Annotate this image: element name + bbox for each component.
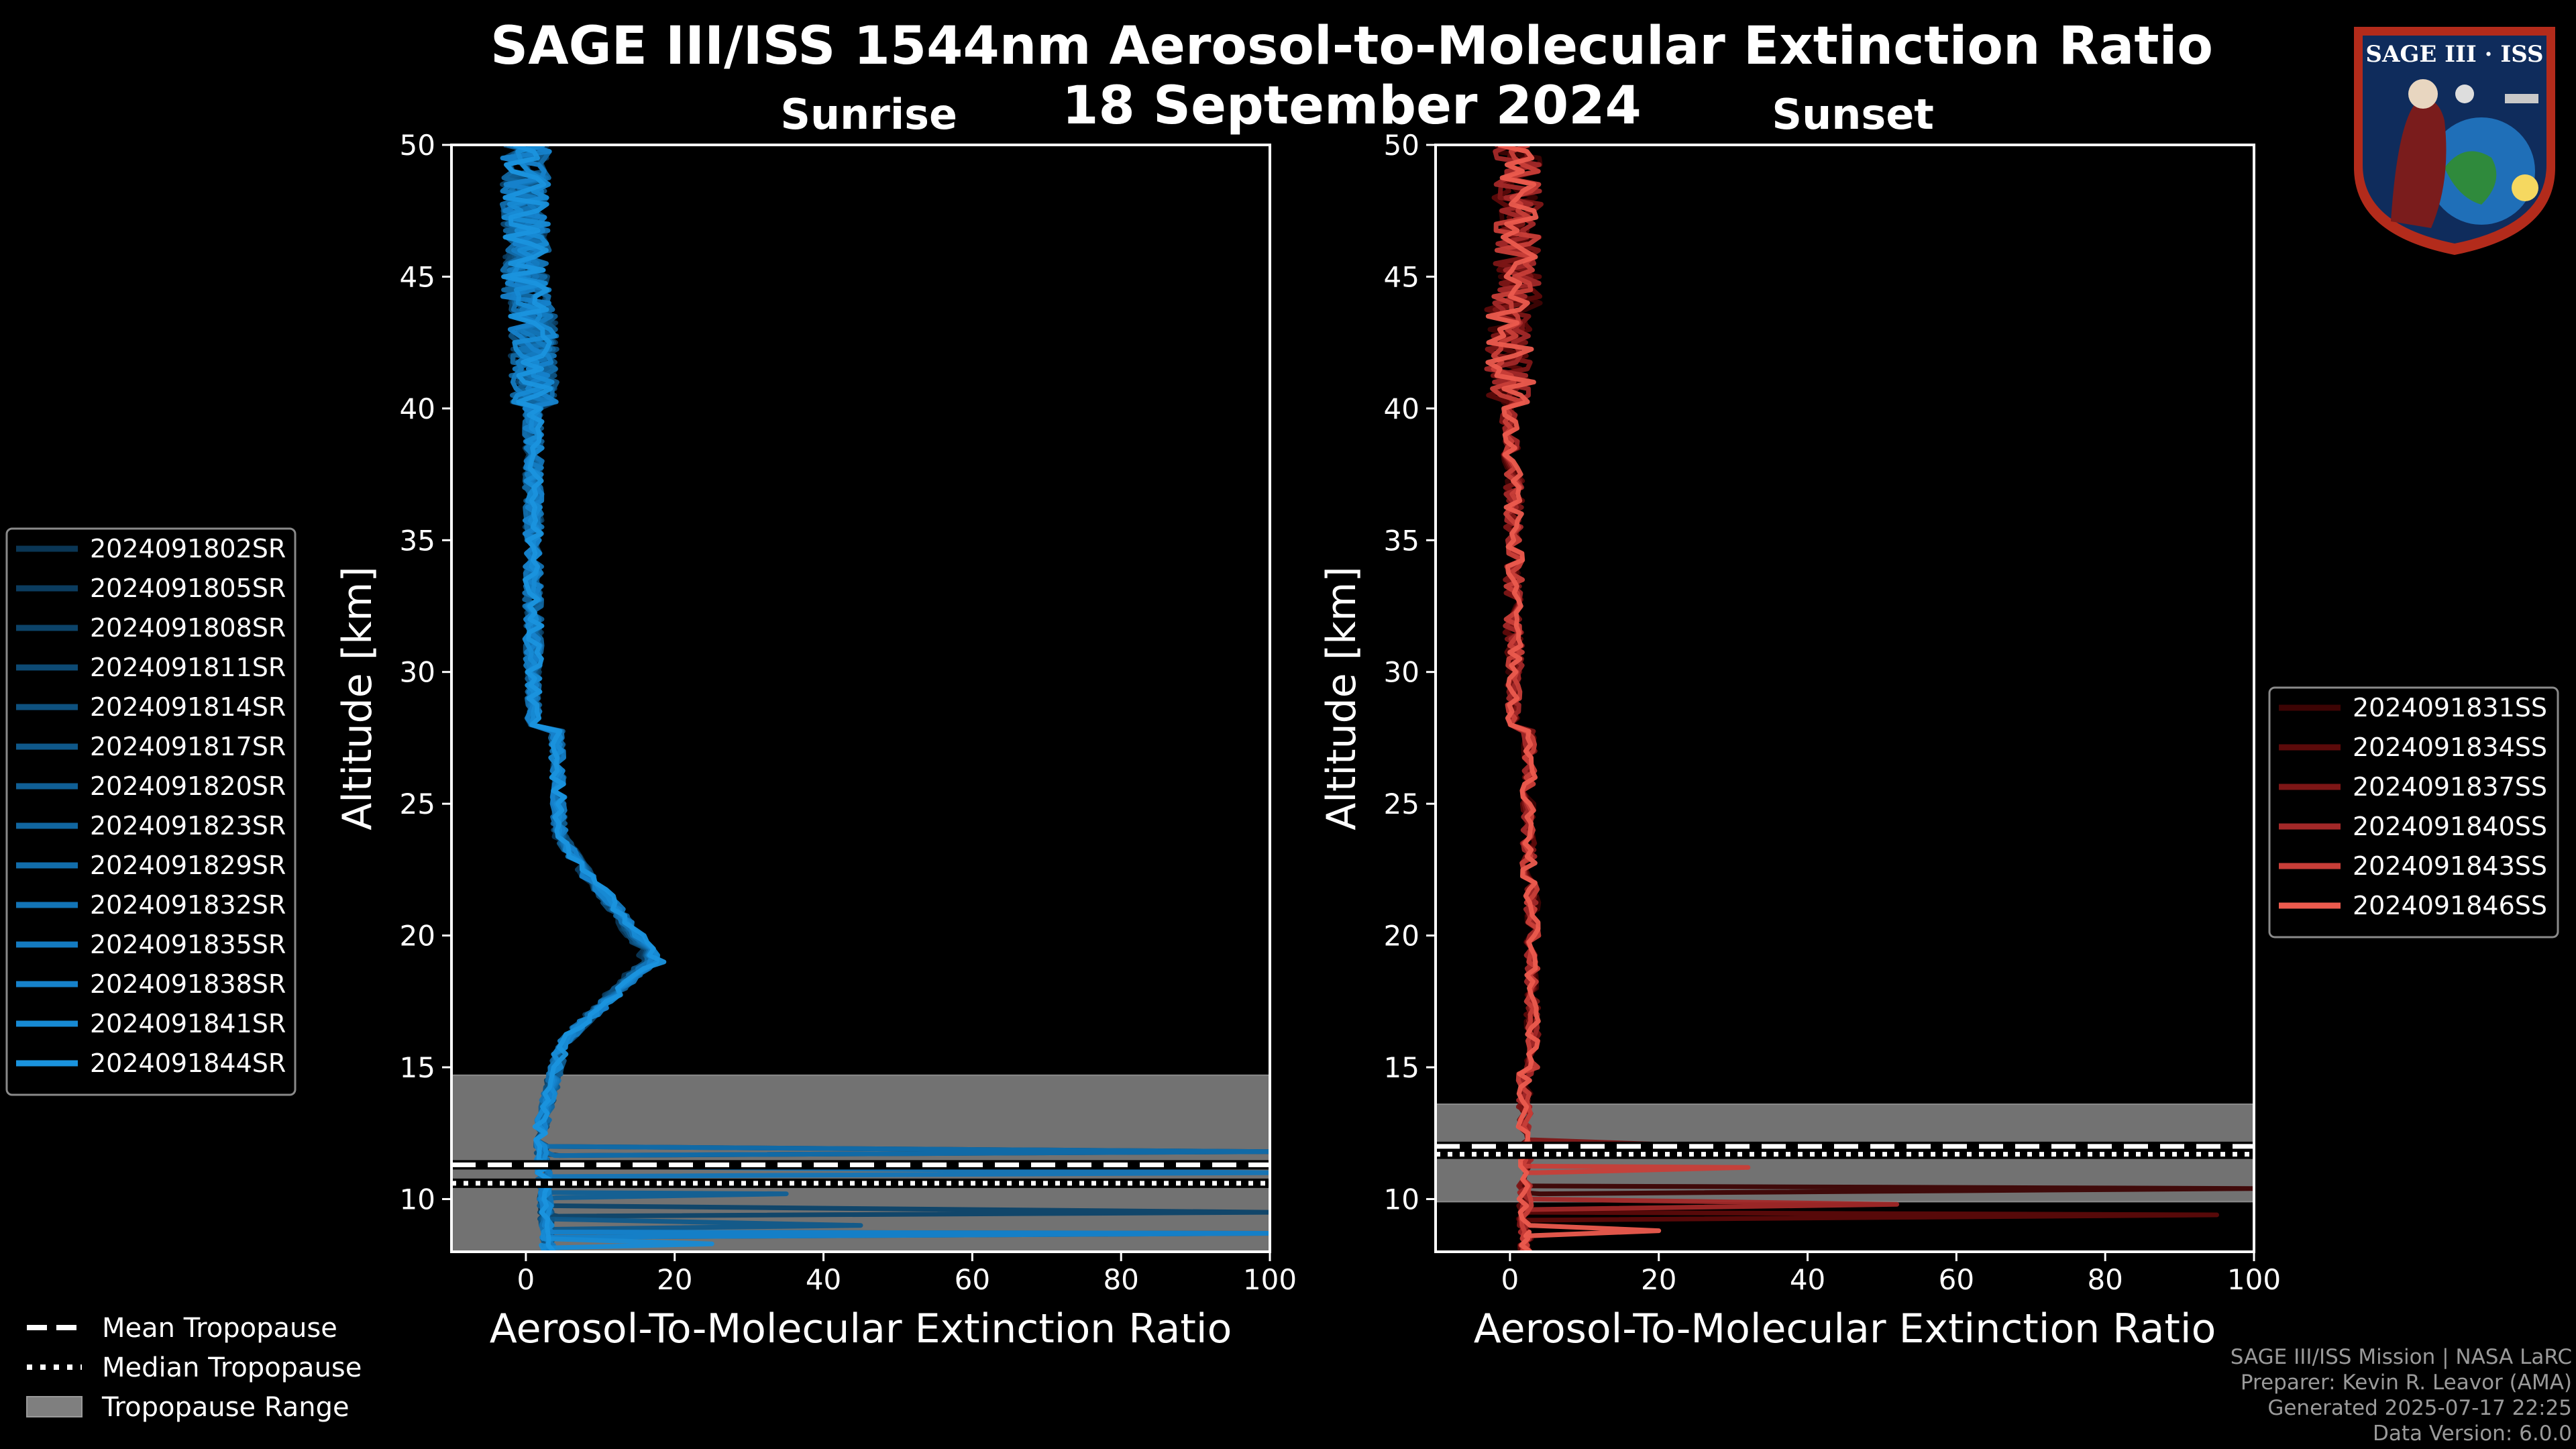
- y-tick-label: 10: [1384, 1183, 1419, 1216]
- legend-entry: 2024091814SR: [90, 692, 286, 722]
- plot-frame: [1434, 144, 2255, 1253]
- legend-entry: 2024091832SR: [90, 890, 286, 920]
- y-tick-label: 35: [1384, 524, 1419, 557]
- wizard-robe-icon: [2391, 99, 2447, 228]
- moon-icon: [2455, 85, 2474, 103]
- y-tick-label: 30: [1384, 656, 1419, 689]
- footer-generated: Generated 2025-07-17 22:25: [2267, 1396, 2572, 1420]
- panel-title: Sunrise: [780, 90, 957, 139]
- legend-entry: 2024091837SS: [2353, 772, 2547, 802]
- y-tick-label: 40: [400, 392, 435, 425]
- legend-frame: [2268, 686, 2559, 938]
- legend-entry: 2024091841SR: [90, 1009, 286, 1038]
- y-tick-label: 30: [400, 656, 435, 689]
- x-axis-label: Aerosol-To-Molecular Extinction Ratio: [1474, 1305, 2216, 1352]
- legend-entry: 2024091823SR: [90, 811, 286, 841]
- tropopause-legend-label: Tropopause Range: [101, 1392, 350, 1423]
- wizard-head-icon: [2408, 79, 2438, 109]
- x-tick-label: 0: [1501, 1263, 1519, 1296]
- footer-version: Data Version: 6.0.0: [2372, 1421, 2572, 1446]
- x-tick-label: 100: [1243, 1263, 1297, 1296]
- footer: SAGE III/ISS Mission | NASA LaRC Prepare…: [2231, 1344, 2572, 1446]
- legend-entry: 2024091844SR: [90, 1049, 286, 1078]
- legend-entry: 2024091840SS: [2353, 812, 2547, 841]
- sage-mission-logo: SAGE III · ISS: [2354, 27, 2555, 255]
- y-tick-label: 50: [1384, 129, 1419, 162]
- plot-frame: [450, 144, 1271, 1253]
- y-axis-label: Altitude [km]: [1318, 566, 1365, 830]
- y-tick-label: 25: [400, 788, 435, 820]
- y-tick-label: 25: [1384, 788, 1419, 820]
- x-tick-label: 60: [955, 1263, 990, 1296]
- logo-text: SAGE III · ISS: [2365, 41, 2543, 68]
- series-legend: 2024091802SR 2024091805SR 2024091808SR 2024…: [5, 527, 297, 1096]
- y-tick-label: 40: [1384, 392, 1419, 425]
- x-tick-label: 0: [517, 1263, 535, 1296]
- legend-entry: 2024091802SR: [90, 534, 286, 564]
- x-axis-label: Aerosol-To-Molecular Extinction Ratio: [490, 1305, 1232, 1352]
- plot-background: [1436, 145, 2254, 1252]
- legend-entry: 2024091829SR: [90, 851, 286, 880]
- y-tick-label: 15: [400, 1051, 435, 1084]
- footer-preparer: Preparer: Kevin R. Leavor (AMA): [2240, 1371, 2572, 1395]
- legend-entry: 2024091835SR: [90, 930, 286, 959]
- y-tick-label: 20: [400, 920, 435, 953]
- y-tick-label: 45: [1384, 260, 1419, 293]
- panel-title: Sunset: [1772, 90, 1934, 139]
- figure-date: 18 September 2024: [1062, 76, 1642, 136]
- space-station-icon: [2505, 94, 2538, 103]
- y-tick-label: 35: [400, 524, 435, 557]
- legend-entry: 2024091834SS: [2353, 733, 2547, 762]
- profile-lines: [500, 145, 1270, 1252]
- y-tick-label: 45: [400, 260, 435, 293]
- series-line-2024091846SS: [1485, 145, 1662, 1252]
- tropopause-legend: Mean Tropopause Median Tropopause Tropopau…: [26, 1313, 362, 1423]
- legend-entry: 2024091838SR: [90, 969, 286, 999]
- legend-entry: 2024091820SR: [90, 771, 286, 801]
- tropopause-range-swatch: [26, 1396, 83, 1417]
- panel-sunrise: 0 20 40 60 80 100 10 15 20 25 30 35 40 45 50 Sunrise Aer…: [5, 90, 1297, 1352]
- profile-lines: [1484, 145, 2254, 1252]
- x-tick-label: 20: [1641, 1263, 1676, 1296]
- x-tick-label: 40: [1790, 1263, 1825, 1296]
- x-tick-label: 100: [2227, 1263, 2281, 1296]
- tropopause-legend-label: Median Tropopause: [102, 1352, 362, 1383]
- x-tick-label: 60: [1939, 1263, 1974, 1296]
- y-tick-label: 15: [1384, 1051, 1419, 1084]
- legend-entry: 2024091817SR: [90, 732, 286, 761]
- footer-mission: SAGE III/ISS Mission | NASA LaRC: [2230, 1345, 2572, 1369]
- legend-entry: 2024091843SS: [2353, 851, 2547, 881]
- x-tick-label: 80: [1103, 1263, 1138, 1296]
- y-axis-label: Altitude [km]: [334, 566, 381, 830]
- legend-entry: 2024091808SR: [90, 613, 286, 643]
- legend-entry: 2024091811SR: [90, 653, 286, 682]
- x-tick-label: 40: [806, 1263, 841, 1296]
- legend-entry: 2024091846SS: [2353, 891, 2547, 920]
- continent-icon: [2445, 151, 2497, 205]
- legend-entry: 2024091831SS: [2353, 693, 2547, 722]
- legend-entry: 2024091805SR: [90, 574, 286, 603]
- plot-background: [451, 145, 1270, 1252]
- figure-title: SAGE III/ISS 1544nm Aerosol-to-Molecular…: [490, 16, 2213, 76]
- series-line-2024091844SR: [501, 145, 667, 1252]
- y-tick-label: 50: [400, 129, 435, 162]
- series-legend: 2024091831SS 2024091834SS 2024091837SS 2024…: [2268, 686, 2559, 938]
- sun-icon: [2512, 174, 2538, 201]
- panel-sunset: 0 20 40 60 80 100 10 15 20 25 30 35 40 45 50 Sunset Aero…: [1318, 90, 2559, 1352]
- x-tick-label: 20: [657, 1263, 692, 1296]
- y-tick-label: 20: [1384, 920, 1419, 953]
- legend-frame: [5, 527, 297, 1096]
- tropopause-legend-label: Mean Tropopause: [102, 1313, 337, 1344]
- x-tick-label: 80: [2087, 1263, 2123, 1296]
- y-tick-label: 10: [400, 1183, 435, 1216]
